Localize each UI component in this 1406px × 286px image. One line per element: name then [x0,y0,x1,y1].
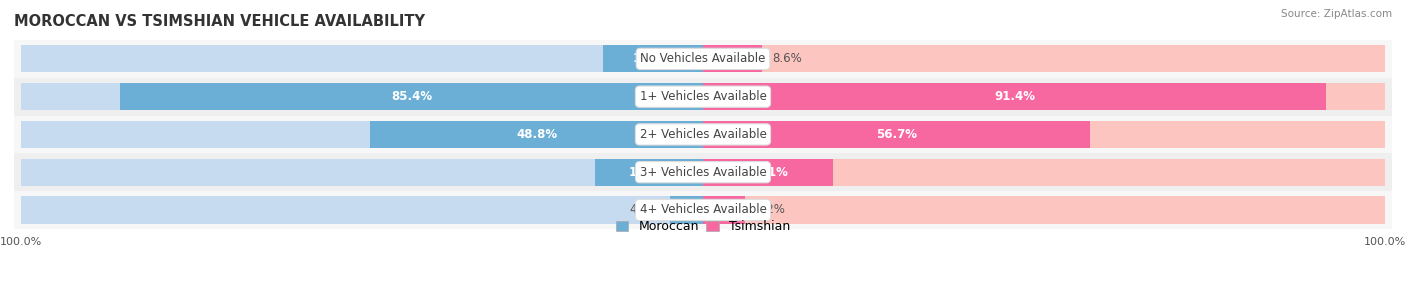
Bar [703,83,1326,110]
Bar [703,159,834,186]
Bar [370,121,703,148]
Bar [669,196,703,224]
Bar [121,83,703,110]
Bar [14,40,1392,78]
Bar [14,78,1392,116]
Text: 4+ Vehicles Available: 4+ Vehicles Available [640,203,766,217]
Bar [21,83,703,110]
Bar [14,153,1392,191]
Text: 85.4%: 85.4% [391,90,432,103]
Text: 15.9%: 15.9% [628,166,669,179]
Text: 14.7%: 14.7% [633,52,673,65]
Bar [703,45,1385,72]
Text: 2+ Vehicles Available: 2+ Vehicles Available [640,128,766,141]
Bar [603,45,703,72]
Text: 56.7%: 56.7% [876,128,917,141]
Text: No Vehicles Available: No Vehicles Available [640,52,766,65]
Text: 8.6%: 8.6% [772,52,801,65]
Text: 6.2%: 6.2% [755,203,786,217]
Bar [703,121,1385,148]
Bar [14,116,1392,153]
Bar [595,159,703,186]
Text: 19.1%: 19.1% [748,166,789,179]
Text: Source: ZipAtlas.com: Source: ZipAtlas.com [1281,9,1392,19]
Bar [703,121,1090,148]
Bar [14,191,1392,229]
Text: 48.8%: 48.8% [516,128,557,141]
Legend: Moroccan, Tsimshian: Moroccan, Tsimshian [610,215,796,238]
Text: 4.9%: 4.9% [630,203,659,217]
Bar [21,45,703,72]
Bar [703,83,1385,110]
Bar [21,196,703,224]
Bar [21,159,703,186]
Bar [703,159,1385,186]
Bar [703,196,1385,224]
Bar [703,45,762,72]
Text: 3+ Vehicles Available: 3+ Vehicles Available [640,166,766,179]
Bar [703,196,745,224]
Text: MOROCCAN VS TSIMSHIAN VEHICLE AVAILABILITY: MOROCCAN VS TSIMSHIAN VEHICLE AVAILABILI… [14,14,425,29]
Bar [21,121,703,148]
Text: 91.4%: 91.4% [994,90,1035,103]
Text: 1+ Vehicles Available: 1+ Vehicles Available [640,90,766,103]
